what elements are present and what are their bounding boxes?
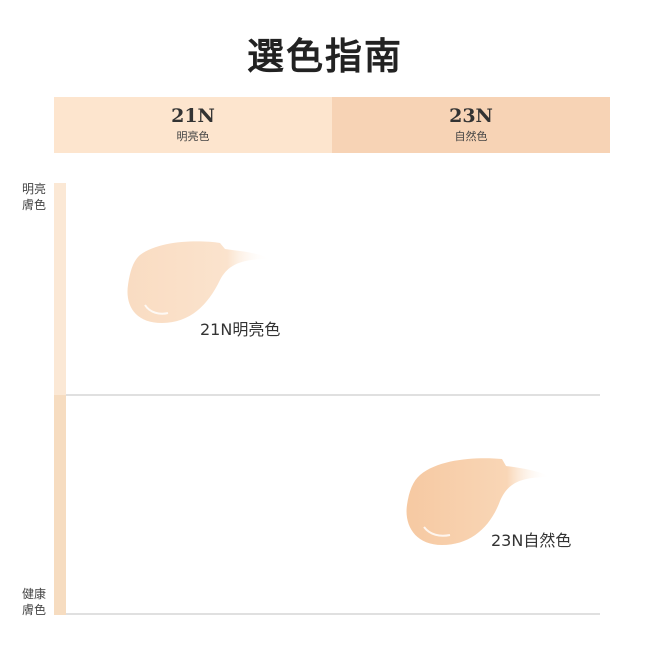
swatch-23n-label: 23N自然色 xyxy=(491,531,572,550)
swatch-23n-image xyxy=(406,458,550,545)
column-header-21n: 21N 明亮色 xyxy=(54,97,332,153)
row-label-line: 膚色 xyxy=(22,198,47,212)
column-name: 明亮色 xyxy=(176,130,210,143)
swatch-21n-label: 21N明亮色 xyxy=(200,320,281,339)
row-label-bright: 明亮 膚色 xyxy=(22,181,52,213)
row-label-healthy: 健康 膚色 xyxy=(22,586,52,618)
row-bar-healthy xyxy=(54,395,66,615)
divider xyxy=(66,394,600,396)
column-header-23n: 23N 自然色 xyxy=(332,97,610,153)
page-title: 選色指南 xyxy=(247,35,403,78)
row-label-line: 明亮 xyxy=(22,182,47,196)
column-code: 21N xyxy=(171,105,215,127)
row-label-line: 健康 xyxy=(22,587,47,601)
swatch-21n-image xyxy=(127,241,270,323)
column-code: 23N xyxy=(449,105,493,127)
row-bar-bright xyxy=(54,183,66,395)
column-name: 自然色 xyxy=(454,130,488,143)
row-label-line: 膚色 xyxy=(22,603,47,617)
divider xyxy=(66,613,600,615)
